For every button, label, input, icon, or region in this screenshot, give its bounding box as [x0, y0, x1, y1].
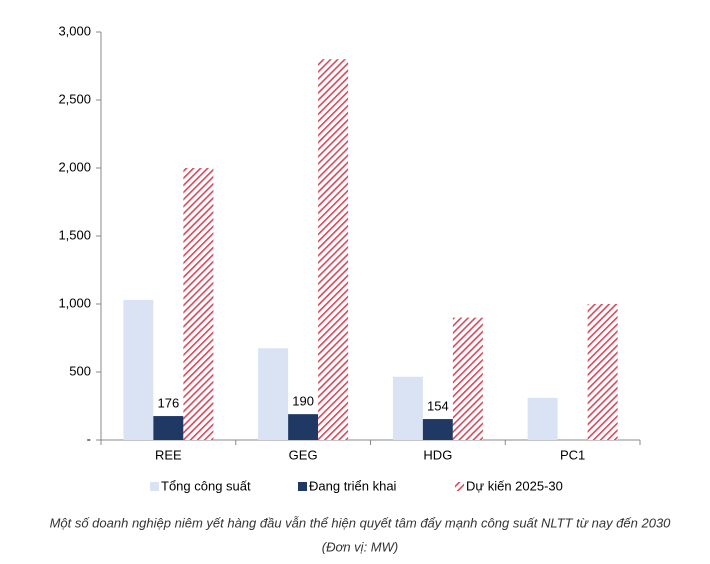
legend-swatch — [298, 482, 307, 491]
value-label: 176 — [158, 396, 180, 411]
legend-swatch — [150, 482, 159, 491]
y-tick-label: 1,000 — [58, 295, 91, 310]
y-tick-label: 2,000 — [58, 159, 91, 174]
bar — [587, 304, 618, 440]
bar — [123, 299, 154, 440]
bar — [258, 348, 289, 440]
bar — [288, 414, 319, 440]
caption: Một số doanh nghiệp niêm yết hàng đầu vẫ… — [50, 515, 672, 530]
value-label: 190 — [292, 394, 314, 409]
x-tick-label: GEG — [289, 447, 318, 462]
y-tick-label: 1,500 — [58, 227, 91, 242]
legend-label: Đang triển khai — [309, 478, 397, 493]
bar — [318, 59, 349, 440]
y-tick-label: - — [87, 431, 91, 446]
y-tick-label: 2,500 — [58, 91, 91, 106]
y-tick-label: 500 — [69, 363, 91, 378]
legend-swatch — [455, 482, 464, 491]
x-tick-label: HDG — [423, 447, 452, 462]
value-label: 154 — [427, 398, 449, 413]
bar — [183, 168, 214, 440]
y-tick-label: 3,000 — [58, 23, 91, 38]
bar — [392, 376, 423, 440]
bar — [153, 416, 184, 440]
bar — [452, 317, 483, 440]
x-tick-label: PC1 — [560, 447, 585, 462]
legend-label: Dự kiến 2025-30 — [466, 478, 563, 493]
x-tick-label: REE — [155, 447, 182, 462]
bar — [527, 397, 558, 440]
legend-label: Tổng công suất — [161, 478, 251, 493]
bar — [422, 419, 453, 440]
unit-note: (Đơn vị: MW) — [322, 539, 398, 554]
